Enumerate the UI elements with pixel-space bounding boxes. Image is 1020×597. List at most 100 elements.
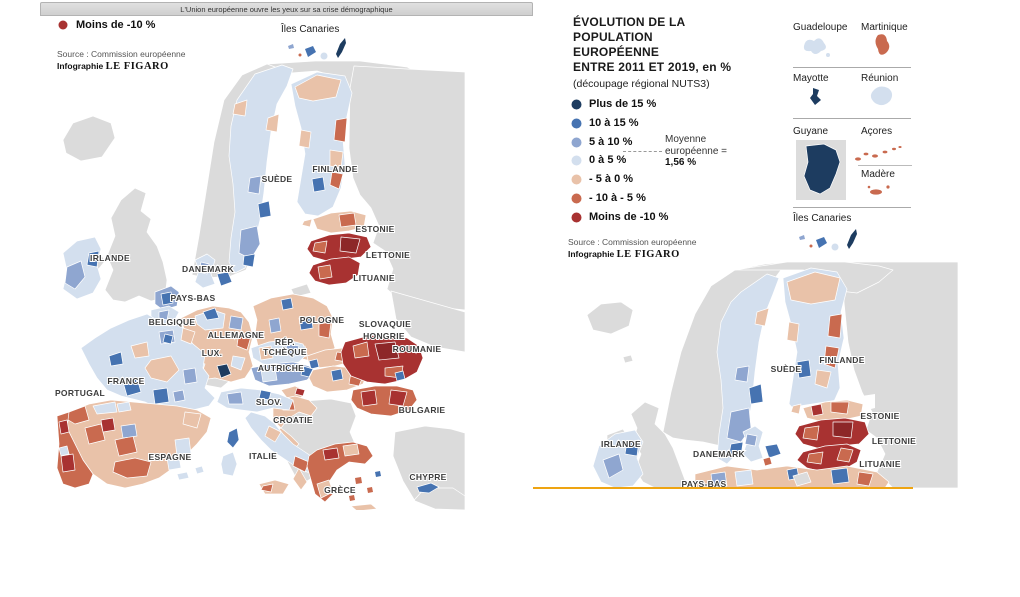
country-denmark — [194, 253, 233, 289]
svg-text:RÉP.: RÉP. — [275, 337, 295, 347]
svg-text:ALLEMAGNE: ALLEMAGNE — [208, 330, 265, 340]
svg-text:FINLANDE: FINLANDE — [312, 164, 357, 174]
guadeloupe-inset-map — [803, 38, 830, 57]
legend-item-0: Plus de 15 % — [571, 98, 656, 110]
legend-dot — [58, 20, 68, 30]
territory-label-reunion: Réunion — [861, 73, 899, 84]
territory-divider-1 — [793, 67, 911, 68]
left-canaries-label: Îles Canaries — [281, 24, 340, 35]
country-latvia — [306, 232, 372, 262]
territory-label-martinique: Martinique — [861, 22, 908, 33]
left-canaries-inset-map — [288, 38, 346, 60]
title-line-1: ÉVOLUTION DE LA POPULATION — [573, 15, 685, 44]
title-line-2: EUROPÉENNE — [573, 45, 660, 59]
reunion-inset-map — [870, 86, 893, 106]
territory-label-acores: Açores — [861, 126, 893, 137]
country-latvia — [794, 417, 870, 449]
country-france — [80, 313, 216, 415]
acores-inset-map — [855, 146, 902, 161]
europe-map-right: SUÈDE FINLANDE ESTONIE LETTONIE LITUANIE… — [586, 262, 958, 488]
svg-text:FINLANDE: FINLANDE — [819, 355, 864, 365]
svg-text:CHYPRE: CHYPRE — [409, 472, 446, 482]
country-finland — [782, 267, 848, 418]
svg-text:LUX.: LUX. — [202, 348, 223, 358]
credit-prefix: Infographie — [568, 249, 615, 259]
legend-dot — [571, 137, 582, 147]
legend-dot — [571, 155, 582, 165]
svg-text:GRÈCE: GRÈCE — [324, 485, 356, 495]
country-cyprus — [406, 482, 465, 509]
window-title-bar[interactable]: L'Union européenne ouvre les yeux sur sa… — [40, 2, 533, 16]
svg-text:LITUANIE: LITUANIE — [859, 459, 901, 469]
territory-divider-acores-madere — [858, 165, 912, 166]
svg-text:ESTONIE: ESTONIE — [355, 224, 394, 234]
window-title: L'Union européenne ouvre les yeux sur sa… — [180, 4, 393, 14]
legend-dot — [571, 118, 582, 128]
svg-text:DANEMARK: DANEMARK — [182, 264, 235, 274]
country-portugal — [56, 411, 94, 489]
country-bulgaria — [350, 385, 418, 417]
svg-text:IRLANDE: IRLANDE — [90, 253, 130, 263]
title-subtitle: (découpage régional NUTS3) — [573, 78, 710, 90]
country-lithuania — [308, 256, 361, 286]
left-legend-last-item: Moins de -10 % — [58, 19, 155, 31]
mayotte-inset-map — [810, 88, 821, 105]
svg-text:POLOGNE: POLOGNE — [300, 315, 345, 325]
territory-label-mayotte: Mayotte — [793, 73, 829, 84]
svg-text:FRANCE: FRANCE — [107, 376, 144, 386]
martinique-inset-map — [875, 34, 890, 55]
country-austria — [250, 361, 316, 387]
country-ireland — [592, 429, 644, 488]
legend-item-4: - 5 à 0 % — [571, 173, 633, 185]
legend-dot — [571, 212, 582, 222]
average-leader-line — [623, 151, 662, 152]
svg-text:IRLANDE: IRLANDE — [601, 439, 641, 449]
territory-label-guyane: Guyane — [793, 126, 829, 137]
country-spain — [64, 399, 212, 489]
legend-label: Moins de -10 % — [76, 19, 156, 31]
country-netherlands — [154, 285, 180, 311]
svg-text:AUTRICHE: AUTRICHE — [258, 363, 304, 373]
legend-dot — [571, 99, 582, 109]
svg-text:ESTONIE: ESTONIE — [860, 411, 899, 421]
continental-coast — [694, 465, 890, 488]
country-czechia — [250, 339, 308, 367]
svg-text:LETTONIE: LETTONIE — [366, 250, 410, 260]
right-canaries-inset-map — [799, 229, 857, 251]
credit-brand: LE FIGARO — [616, 249, 680, 260]
territory-label-guadeloupe: Guadeloupe — [793, 22, 848, 33]
svg-text:PAYS-BAS: PAYS-BAS — [171, 293, 216, 303]
svg-text:BULGARIE: BULGARIE — [399, 405, 446, 415]
average-note-line2: européenne = — [665, 145, 728, 157]
right-map-labels: SUÈDE FINLANDE ESTONIE LETTONIE LITUANIE… — [600, 354, 917, 488]
svg-text:LITUANIE: LITUANIE — [353, 273, 395, 283]
europe-map-left: SUÈDE FINLANDE ESTONIE LETTONIE LITUANIE… — [55, 60, 465, 510]
right-source-text: Source : Commission européenne — [568, 237, 697, 247]
guyane-inset-map — [796, 140, 846, 200]
right-credit: Infographie LE FIGARO — [568, 249, 680, 260]
country-greece — [306, 441, 381, 510]
svg-text:SLOV.: SLOV. — [256, 397, 282, 407]
credit-prefix: Infographie — [57, 61, 104, 71]
legend-item-5: - 10 à - 5 % — [571, 192, 646, 204]
territory-divider-2 — [793, 118, 911, 119]
madere-inset-map — [867, 185, 890, 195]
country-lithuania — [796, 443, 862, 473]
legend-dot — [571, 193, 582, 203]
country-estonia — [301, 210, 367, 234]
svg-text:SUÈDE: SUÈDE — [771, 364, 802, 374]
country-sweden — [228, 64, 294, 274]
svg-text:ITALIE: ITALIE — [249, 451, 277, 461]
legend-dot — [571, 174, 582, 184]
country-finland — [290, 71, 353, 217]
country-ireland — [62, 236, 102, 300]
left-source-text: Source : Commission européenne — [57, 49, 186, 59]
infographic-title-block: ÉVOLUTION DE LA POPULATION EUROPÉENNE EN… — [573, 15, 763, 90]
legend-item-3: 0 à 5 % — [571, 154, 626, 166]
territory-label-madere: Madère — [861, 169, 895, 180]
svg-text:CROATIE: CROATIE — [273, 415, 313, 425]
average-note-value: 1,56 % — [665, 157, 697, 168]
svg-text:SLOVAQUIE: SLOVAQUIE — [359, 319, 411, 329]
crop-highlight-line — [533, 487, 913, 489]
